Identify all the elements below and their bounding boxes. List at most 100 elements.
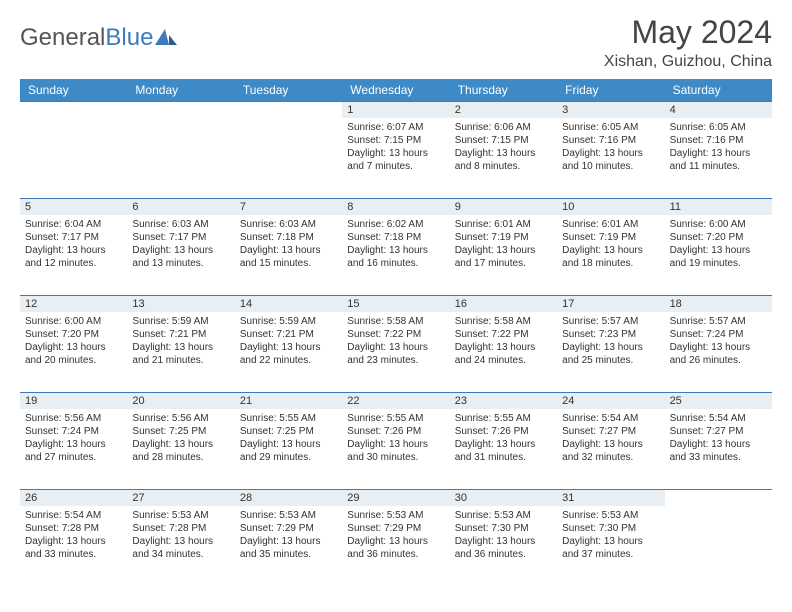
sunset-text: Sunset: 7:29 PM: [347, 522, 444, 535]
sunset-text: Sunset: 7:17 PM: [132, 231, 229, 244]
day-cell: 23Sunrise: 5:55 AMSunset: 7:26 PMDayligh…: [450, 393, 557, 489]
weeks-container: 1Sunrise: 6:07 AMSunset: 7:15 PMDaylight…: [20, 101, 772, 586]
day-cell: 3Sunrise: 6:05 AMSunset: 7:16 PMDaylight…: [557, 102, 664, 198]
daylight-text: Daylight: 13 hours and 17 minutes.: [455, 244, 552, 270]
day-info: Sunrise: 5:57 AMSunset: 7:24 PMDaylight:…: [665, 312, 772, 392]
day-cell: [20, 102, 127, 198]
day-number: 8: [342, 199, 449, 215]
sunset-text: Sunset: 7:18 PM: [240, 231, 337, 244]
day-number: 5: [20, 199, 127, 215]
sunrise-text: Sunrise: 6:06 AM: [455, 121, 552, 134]
day-cell: 12Sunrise: 6:00 AMSunset: 7:20 PMDayligh…: [20, 296, 127, 392]
day-cell: 25Sunrise: 5:54 AMSunset: 7:27 PMDayligh…: [665, 393, 772, 489]
sunrise-text: Sunrise: 5:53 AM: [562, 509, 659, 522]
day-info: Sunrise: 5:53 AMSunset: 7:29 PMDaylight:…: [235, 506, 342, 586]
sunrise-text: Sunrise: 5:53 AM: [455, 509, 552, 522]
day-info: Sunrise: 6:05 AMSunset: 7:16 PMDaylight:…: [557, 118, 664, 198]
sunset-text: Sunset: 7:30 PM: [455, 522, 552, 535]
daylight-text: Daylight: 13 hours and 26 minutes.: [670, 341, 767, 367]
sunrise-text: Sunrise: 5:55 AM: [347, 412, 444, 425]
dow-cell: Tuesday: [235, 79, 342, 101]
day-cell: 26Sunrise: 5:54 AMSunset: 7:28 PMDayligh…: [20, 490, 127, 586]
daylight-text: Daylight: 13 hours and 32 minutes.: [562, 438, 659, 464]
day-info: Sunrise: 5:54 AMSunset: 7:27 PMDaylight:…: [665, 409, 772, 489]
day-number: 23: [450, 393, 557, 409]
day-number: 4: [665, 102, 772, 118]
sunrise-text: Sunrise: 6:02 AM: [347, 218, 444, 231]
day-cell: 29Sunrise: 5:53 AMSunset: 7:29 PMDayligh…: [342, 490, 449, 586]
day-info: Sunrise: 5:53 AMSunset: 7:30 PMDaylight:…: [557, 506, 664, 586]
day-cell: 7Sunrise: 6:03 AMSunset: 7:18 PMDaylight…: [235, 199, 342, 295]
day-info: Sunrise: 6:05 AMSunset: 7:16 PMDaylight:…: [665, 118, 772, 198]
sunset-text: Sunset: 7:30 PM: [562, 522, 659, 535]
header: GeneralBlue May 2024 Xishan, Guizhou, Ch…: [20, 14, 772, 71]
sunset-text: Sunset: 7:21 PM: [240, 328, 337, 341]
daylight-text: Daylight: 13 hours and 31 minutes.: [455, 438, 552, 464]
dow-cell: Friday: [557, 79, 664, 101]
dow-cell: Saturday: [665, 79, 772, 101]
sunrise-text: Sunrise: 6:04 AM: [25, 218, 122, 231]
sunset-text: Sunset: 7:21 PM: [132, 328, 229, 341]
day-number: [20, 102, 127, 118]
day-number: 16: [450, 296, 557, 312]
daylight-text: Daylight: 13 hours and 11 minutes.: [670, 147, 767, 173]
day-cell: [127, 102, 234, 198]
daylight-text: Daylight: 13 hours and 36 minutes.: [455, 535, 552, 561]
day-info: Sunrise: 6:02 AMSunset: 7:18 PMDaylight:…: [342, 215, 449, 295]
calendar: SundayMondayTuesdayWednesdayThursdayFrid…: [20, 79, 772, 586]
day-cell: 9Sunrise: 6:01 AMSunset: 7:19 PMDaylight…: [450, 199, 557, 295]
sunrise-text: Sunrise: 6:03 AM: [240, 218, 337, 231]
day-number: [235, 102, 342, 118]
day-number: 18: [665, 296, 772, 312]
day-cell: 18Sunrise: 5:57 AMSunset: 7:24 PMDayligh…: [665, 296, 772, 392]
daylight-text: Daylight: 13 hours and 8 minutes.: [455, 147, 552, 173]
day-cell: 11Sunrise: 6:00 AMSunset: 7:20 PMDayligh…: [665, 199, 772, 295]
day-cell: 22Sunrise: 5:55 AMSunset: 7:26 PMDayligh…: [342, 393, 449, 489]
day-info: Sunrise: 5:56 AMSunset: 7:25 PMDaylight:…: [127, 409, 234, 489]
sunset-text: Sunset: 7:16 PM: [670, 134, 767, 147]
sunrise-text: Sunrise: 6:05 AM: [562, 121, 659, 134]
day-info: Sunrise: 6:01 AMSunset: 7:19 PMDaylight:…: [557, 215, 664, 295]
week-row: 12Sunrise: 6:00 AMSunset: 7:20 PMDayligh…: [20, 295, 772, 392]
sunrise-text: Sunrise: 6:01 AM: [562, 218, 659, 231]
sunrise-text: Sunrise: 5:59 AM: [132, 315, 229, 328]
dow-cell: Monday: [127, 79, 234, 101]
sunset-text: Sunset: 7:25 PM: [132, 425, 229, 438]
daylight-text: Daylight: 13 hours and 13 minutes.: [132, 244, 229, 270]
daylight-text: Daylight: 13 hours and 16 minutes.: [347, 244, 444, 270]
day-info: Sunrise: 5:54 AMSunset: 7:27 PMDaylight:…: [557, 409, 664, 489]
day-info: Sunrise: 6:07 AMSunset: 7:15 PMDaylight:…: [342, 118, 449, 198]
day-info: [20, 118, 127, 198]
day-info: Sunrise: 5:55 AMSunset: 7:26 PMDaylight:…: [450, 409, 557, 489]
daylight-text: Daylight: 13 hours and 22 minutes.: [240, 341, 337, 367]
daylight-text: Daylight: 13 hours and 24 minutes.: [455, 341, 552, 367]
sunset-text: Sunset: 7:15 PM: [455, 134, 552, 147]
sunrise-text: Sunrise: 5:53 AM: [240, 509, 337, 522]
sunset-text: Sunset: 7:20 PM: [670, 231, 767, 244]
day-number: 29: [342, 490, 449, 506]
daylight-text: Daylight: 13 hours and 7 minutes.: [347, 147, 444, 173]
daylight-text: Daylight: 13 hours and 12 minutes.: [25, 244, 122, 270]
sunrise-text: Sunrise: 5:57 AM: [670, 315, 767, 328]
sunset-text: Sunset: 7:26 PM: [455, 425, 552, 438]
daylight-text: Daylight: 13 hours and 25 minutes.: [562, 341, 659, 367]
sunrise-text: Sunrise: 5:59 AM: [240, 315, 337, 328]
logo-text-gray: General: [20, 24, 105, 52]
logo-sail-icon: [155, 28, 177, 46]
day-cell: 4Sunrise: 6:05 AMSunset: 7:16 PMDaylight…: [665, 102, 772, 198]
sunset-text: Sunset: 7:23 PM: [562, 328, 659, 341]
sunrise-text: Sunrise: 5:54 AM: [25, 509, 122, 522]
day-number: 21: [235, 393, 342, 409]
day-cell: 28Sunrise: 5:53 AMSunset: 7:29 PMDayligh…: [235, 490, 342, 586]
day-cell: [665, 490, 772, 586]
sunset-text: Sunset: 7:22 PM: [347, 328, 444, 341]
day-info: [665, 506, 772, 586]
day-info: Sunrise: 5:55 AMSunset: 7:26 PMDaylight:…: [342, 409, 449, 489]
sunset-text: Sunset: 7:29 PM: [240, 522, 337, 535]
day-info: Sunrise: 5:59 AMSunset: 7:21 PMDaylight:…: [127, 312, 234, 392]
day-cell: 19Sunrise: 5:56 AMSunset: 7:24 PMDayligh…: [20, 393, 127, 489]
day-number: [127, 102, 234, 118]
daylight-text: Daylight: 13 hours and 35 minutes.: [240, 535, 337, 561]
day-info: Sunrise: 5:55 AMSunset: 7:25 PMDaylight:…: [235, 409, 342, 489]
daylight-text: Daylight: 13 hours and 37 minutes.: [562, 535, 659, 561]
